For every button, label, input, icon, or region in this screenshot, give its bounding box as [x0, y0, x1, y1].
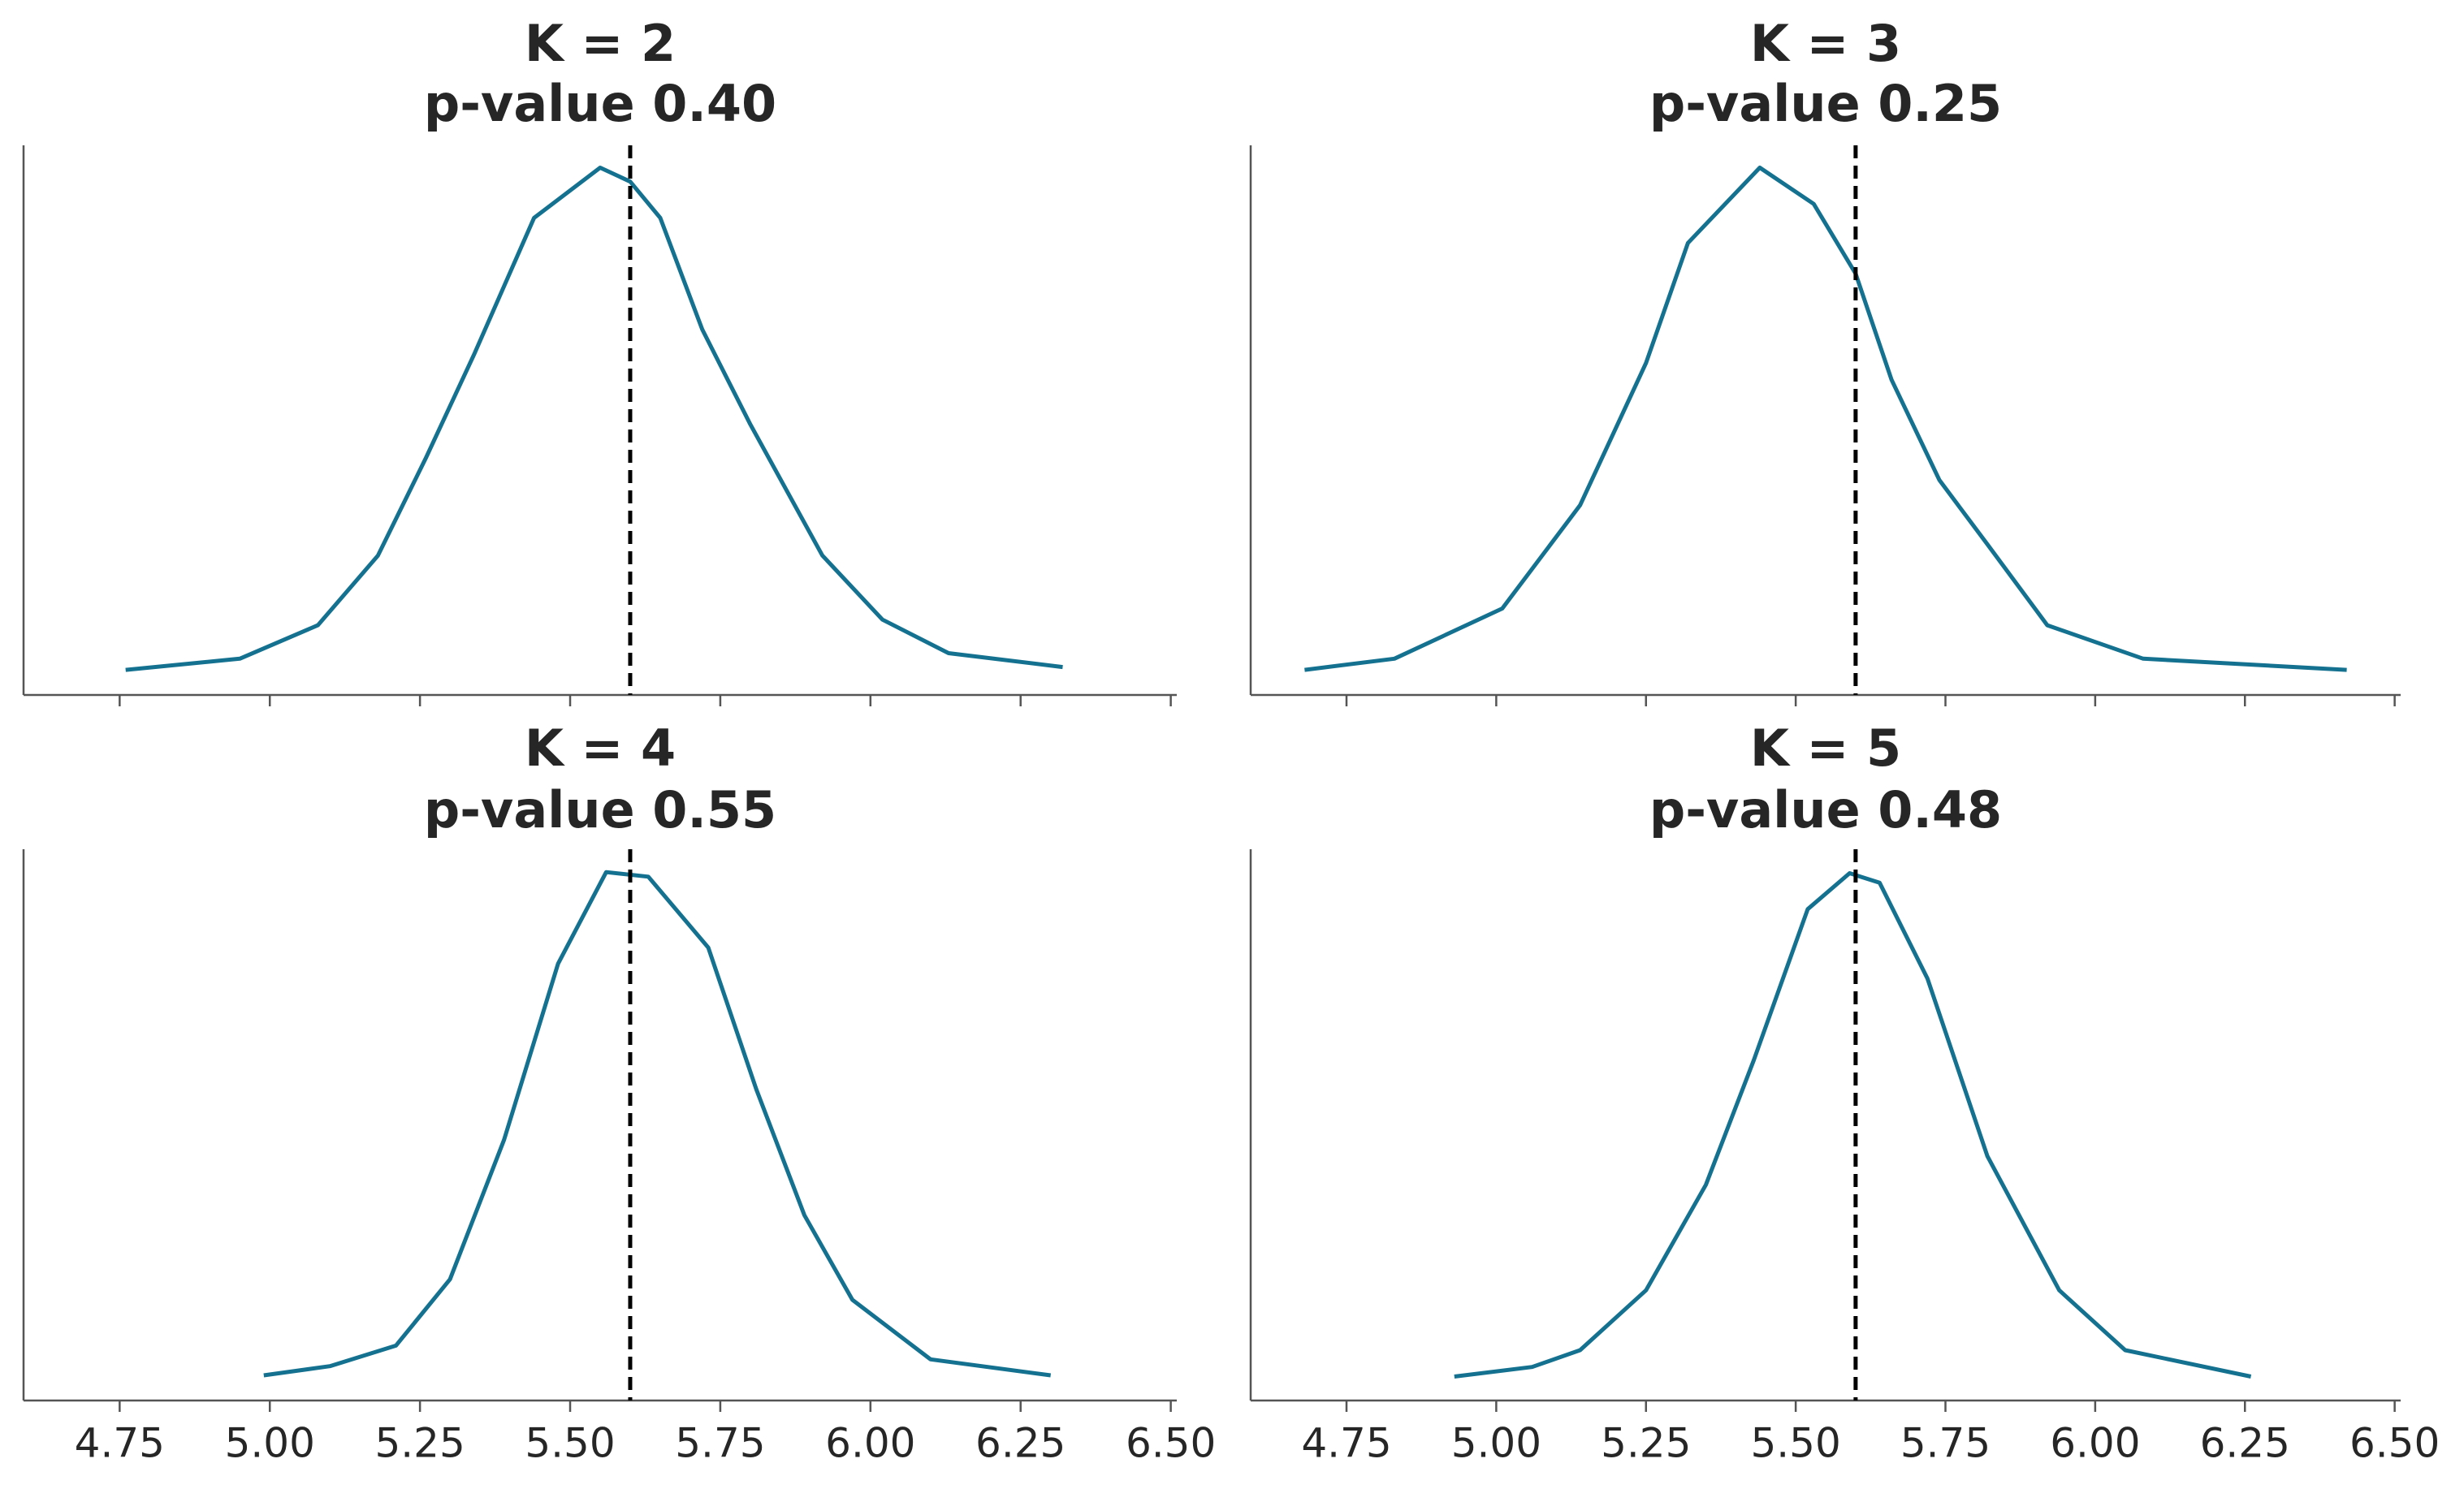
x-tick-label: 5.25 [374, 1420, 465, 1467]
x-tick-label: 6.50 [1126, 1420, 1216, 1467]
subplot-subtitle: p-value 0.40 [424, 74, 776, 133]
x-tick-label: 6.25 [2200, 1420, 2290, 1467]
subplot-title: K = 5 [1750, 719, 1901, 778]
x-tick-label: 5.00 [1451, 1420, 1541, 1467]
subplot: K = 4p-value 0.55 4.75 5.00 5.25 5.50 5.75 6.0… [22, 719, 1216, 1467]
subplot-title: K = 2 [525, 14, 676, 73]
x-tick-label: 6.00 [2050, 1420, 2140, 1467]
x-tick-label: 4.75 [75, 1420, 165, 1467]
x-tick-label: 5.25 [1601, 1420, 1691, 1467]
density-line [1304, 166, 2347, 672]
x-tick-label: 5.75 [675, 1420, 765, 1467]
subplot-title: K = 3 [1750, 14, 1901, 73]
subplot-subtitle: p-value 0.48 [1649, 780, 2002, 839]
subplot-title: K = 4 [525, 719, 676, 778]
x-tick-label: 5.50 [1750, 1420, 1840, 1467]
x-tick-label: 4.75 [1301, 1420, 1391, 1467]
subplot-subtitle: p-value 0.55 [424, 780, 776, 839]
density-line [1454, 871, 2252, 1379]
x-tick-label: 5.00 [225, 1420, 315, 1467]
x-tick-label: 5.75 [1900, 1420, 1991, 1467]
subplot-subtitle: p-value 0.25 [1649, 74, 2002, 133]
x-tick-label: 6.25 [975, 1420, 1066, 1467]
density-line [263, 870, 1052, 1378]
x-tick-label: 6.50 [2349, 1420, 2440, 1467]
density-line [125, 166, 1063, 672]
x-tick-label: 5.50 [525, 1420, 615, 1467]
subplot: K = 5p-value 0.48 4.75 5.00 5.25 5.50 5.75 6.0… [1249, 719, 2440, 1467]
subplot: K = 3p-value 0.25 [1249, 14, 2401, 706]
x-tick-label: 6.00 [825, 1420, 915, 1467]
subplot: K = 2p-value 0.40 [22, 14, 1177, 706]
